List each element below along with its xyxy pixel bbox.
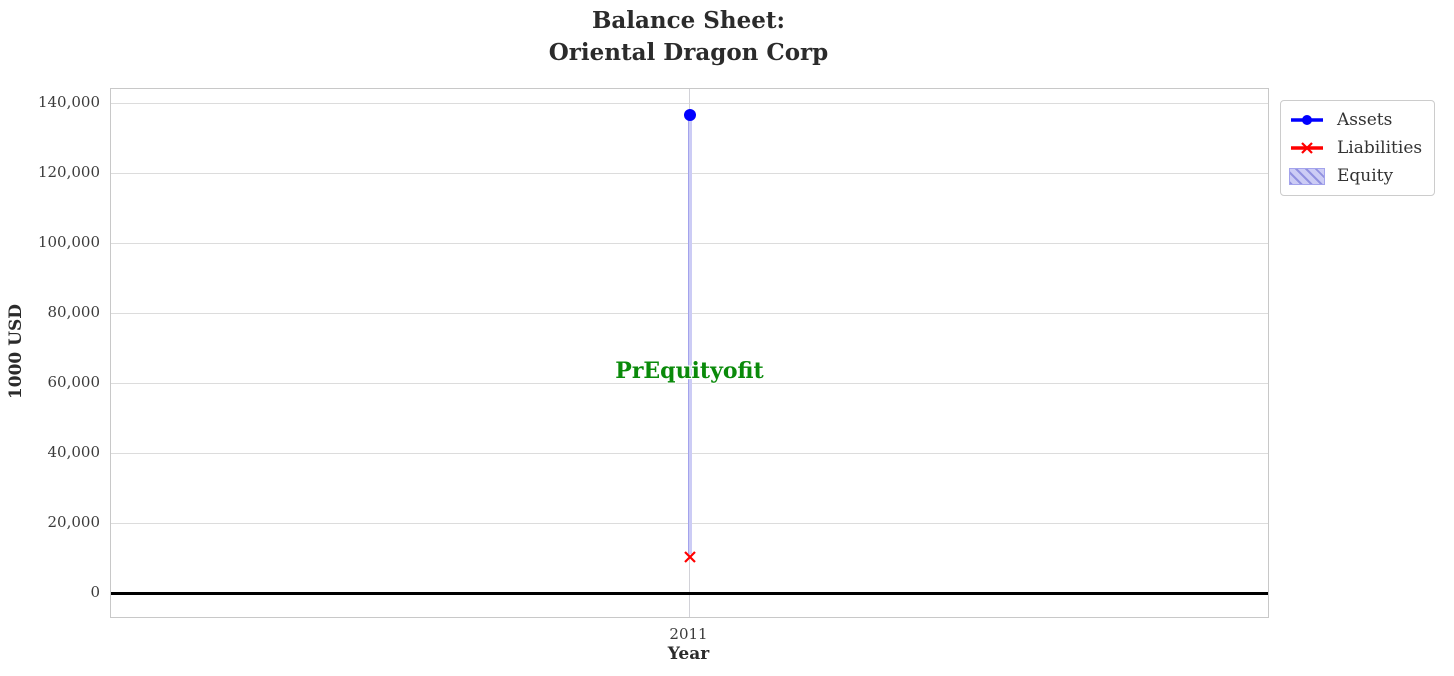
y-tick-label: 120,000 xyxy=(37,163,100,181)
profit-annotation: PrEquityofit xyxy=(615,357,764,384)
y-tick-label: 140,000 xyxy=(37,93,100,111)
x-tick-label: 2011 xyxy=(669,625,708,643)
legend-label: Assets xyxy=(1337,110,1393,130)
equity-hatch-swatch xyxy=(1289,167,1325,185)
y-tick-label: 60,000 xyxy=(47,373,101,391)
y-tick-label: 40,000 xyxy=(47,443,101,461)
legend-label: Liabilities xyxy=(1337,138,1423,158)
assets-legend-marker xyxy=(1291,115,1323,125)
assets-point-marker xyxy=(683,108,696,121)
chart-title-line2: Oriental Dragon Corp xyxy=(548,39,829,66)
legend-row-liabilities: Liabilities xyxy=(1289,134,1422,162)
legend-row-equity: Equity xyxy=(1289,162,1422,190)
chart-title-line1: Balance Sheet: xyxy=(591,7,786,34)
liabilities-point-marker xyxy=(683,548,696,567)
legend: Assets Liabilities Equity xyxy=(1280,100,1436,196)
y-tick-label: 80,000 xyxy=(47,303,101,321)
y-tick-label: 20,000 xyxy=(47,513,101,531)
zero-line xyxy=(111,591,1268,595)
chart-title: Balance Sheet: Oriental Dragon Corp xyxy=(110,5,1267,69)
legend-label: Equity xyxy=(1337,166,1394,186)
x-axis-label: Year xyxy=(667,644,710,664)
liabilities-legend-marker xyxy=(1291,142,1323,154)
y-tick-label: 100,000 xyxy=(37,233,100,251)
legend-row-assets: Assets xyxy=(1289,106,1422,134)
y-tick-label: 0 xyxy=(90,583,100,601)
equity-bar xyxy=(687,114,692,555)
plot-area: PrEquityofit xyxy=(110,88,1269,618)
